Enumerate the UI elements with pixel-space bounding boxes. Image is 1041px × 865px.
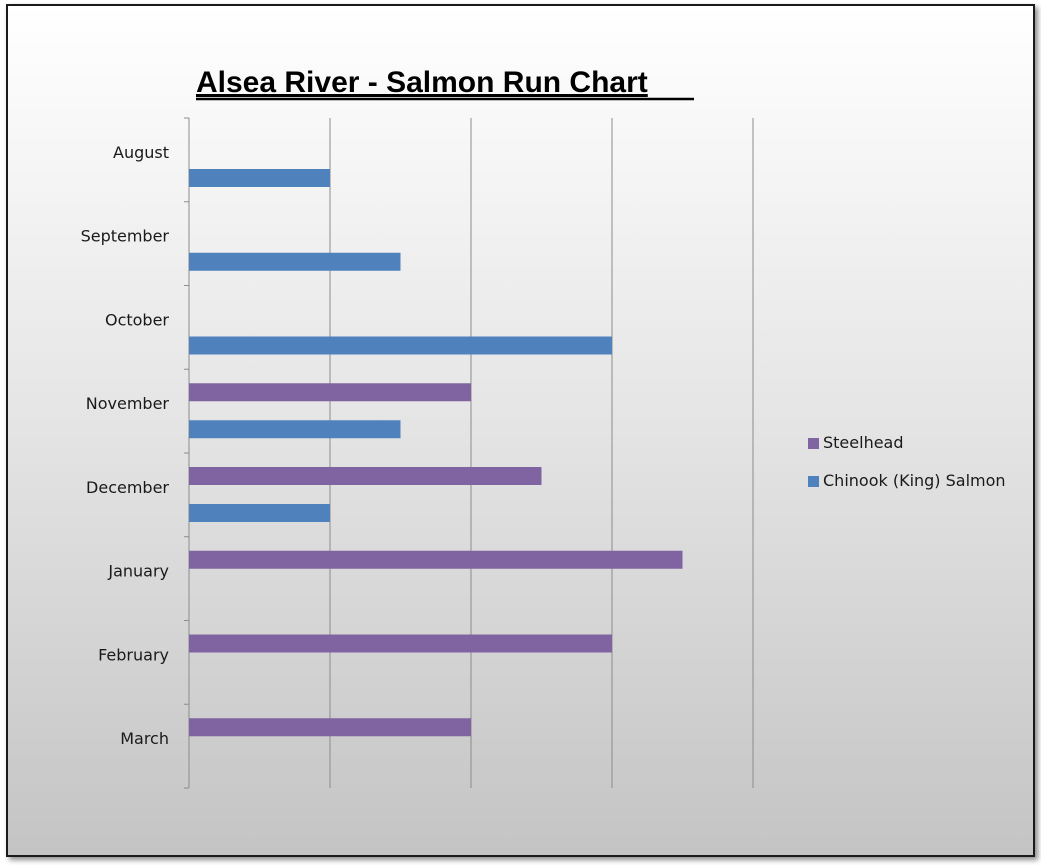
category-label: November [86, 394, 170, 413]
category-label: February [98, 645, 169, 664]
bar-steelhead-november [189, 383, 471, 402]
legend-label: Steelhead [823, 433, 904, 452]
category-label: December [86, 478, 169, 497]
bar-steelhead-december [189, 467, 542, 485]
chart-title: Alsea River - Salmon Run Chart [196, 66, 648, 99]
bar-chinook-king-salmon-september [189, 252, 401, 271]
bars [189, 169, 683, 737]
legend-swatch [808, 476, 819, 487]
category-label: January [107, 562, 169, 581]
legend-label: Chinook (King) Salmon [823, 471, 1006, 490]
bar-steelhead-february [189, 634, 612, 653]
legend: Steelhead Chinook (King) Salmon [808, 433, 1006, 490]
bar-steelhead-march [189, 718, 471, 737]
salmon-run-chart: Alsea River - Salmon Run Chart August Sep… [81, 66, 1006, 789]
category-label: August [113, 143, 169, 162]
category-label: March [120, 729, 169, 748]
category-label: September [81, 227, 170, 246]
bar-chinook-king-salmon-august [189, 169, 330, 187]
legend-swatch [808, 438, 819, 449]
gridlines [184, 117, 754, 789]
bar-chinook-king-salmon-october [189, 336, 612, 355]
category-label: October [105, 310, 169, 329]
bar-steelhead-january [189, 550, 683, 569]
bar-chinook-king-salmon-december [189, 504, 330, 522]
bar-chinook-king-salmon-november [189, 420, 401, 439]
chart-frame: Alsea River - Salmon Run Chart August Sep… [6, 4, 1035, 857]
category-labels: August September October November December Ja… [81, 143, 170, 748]
